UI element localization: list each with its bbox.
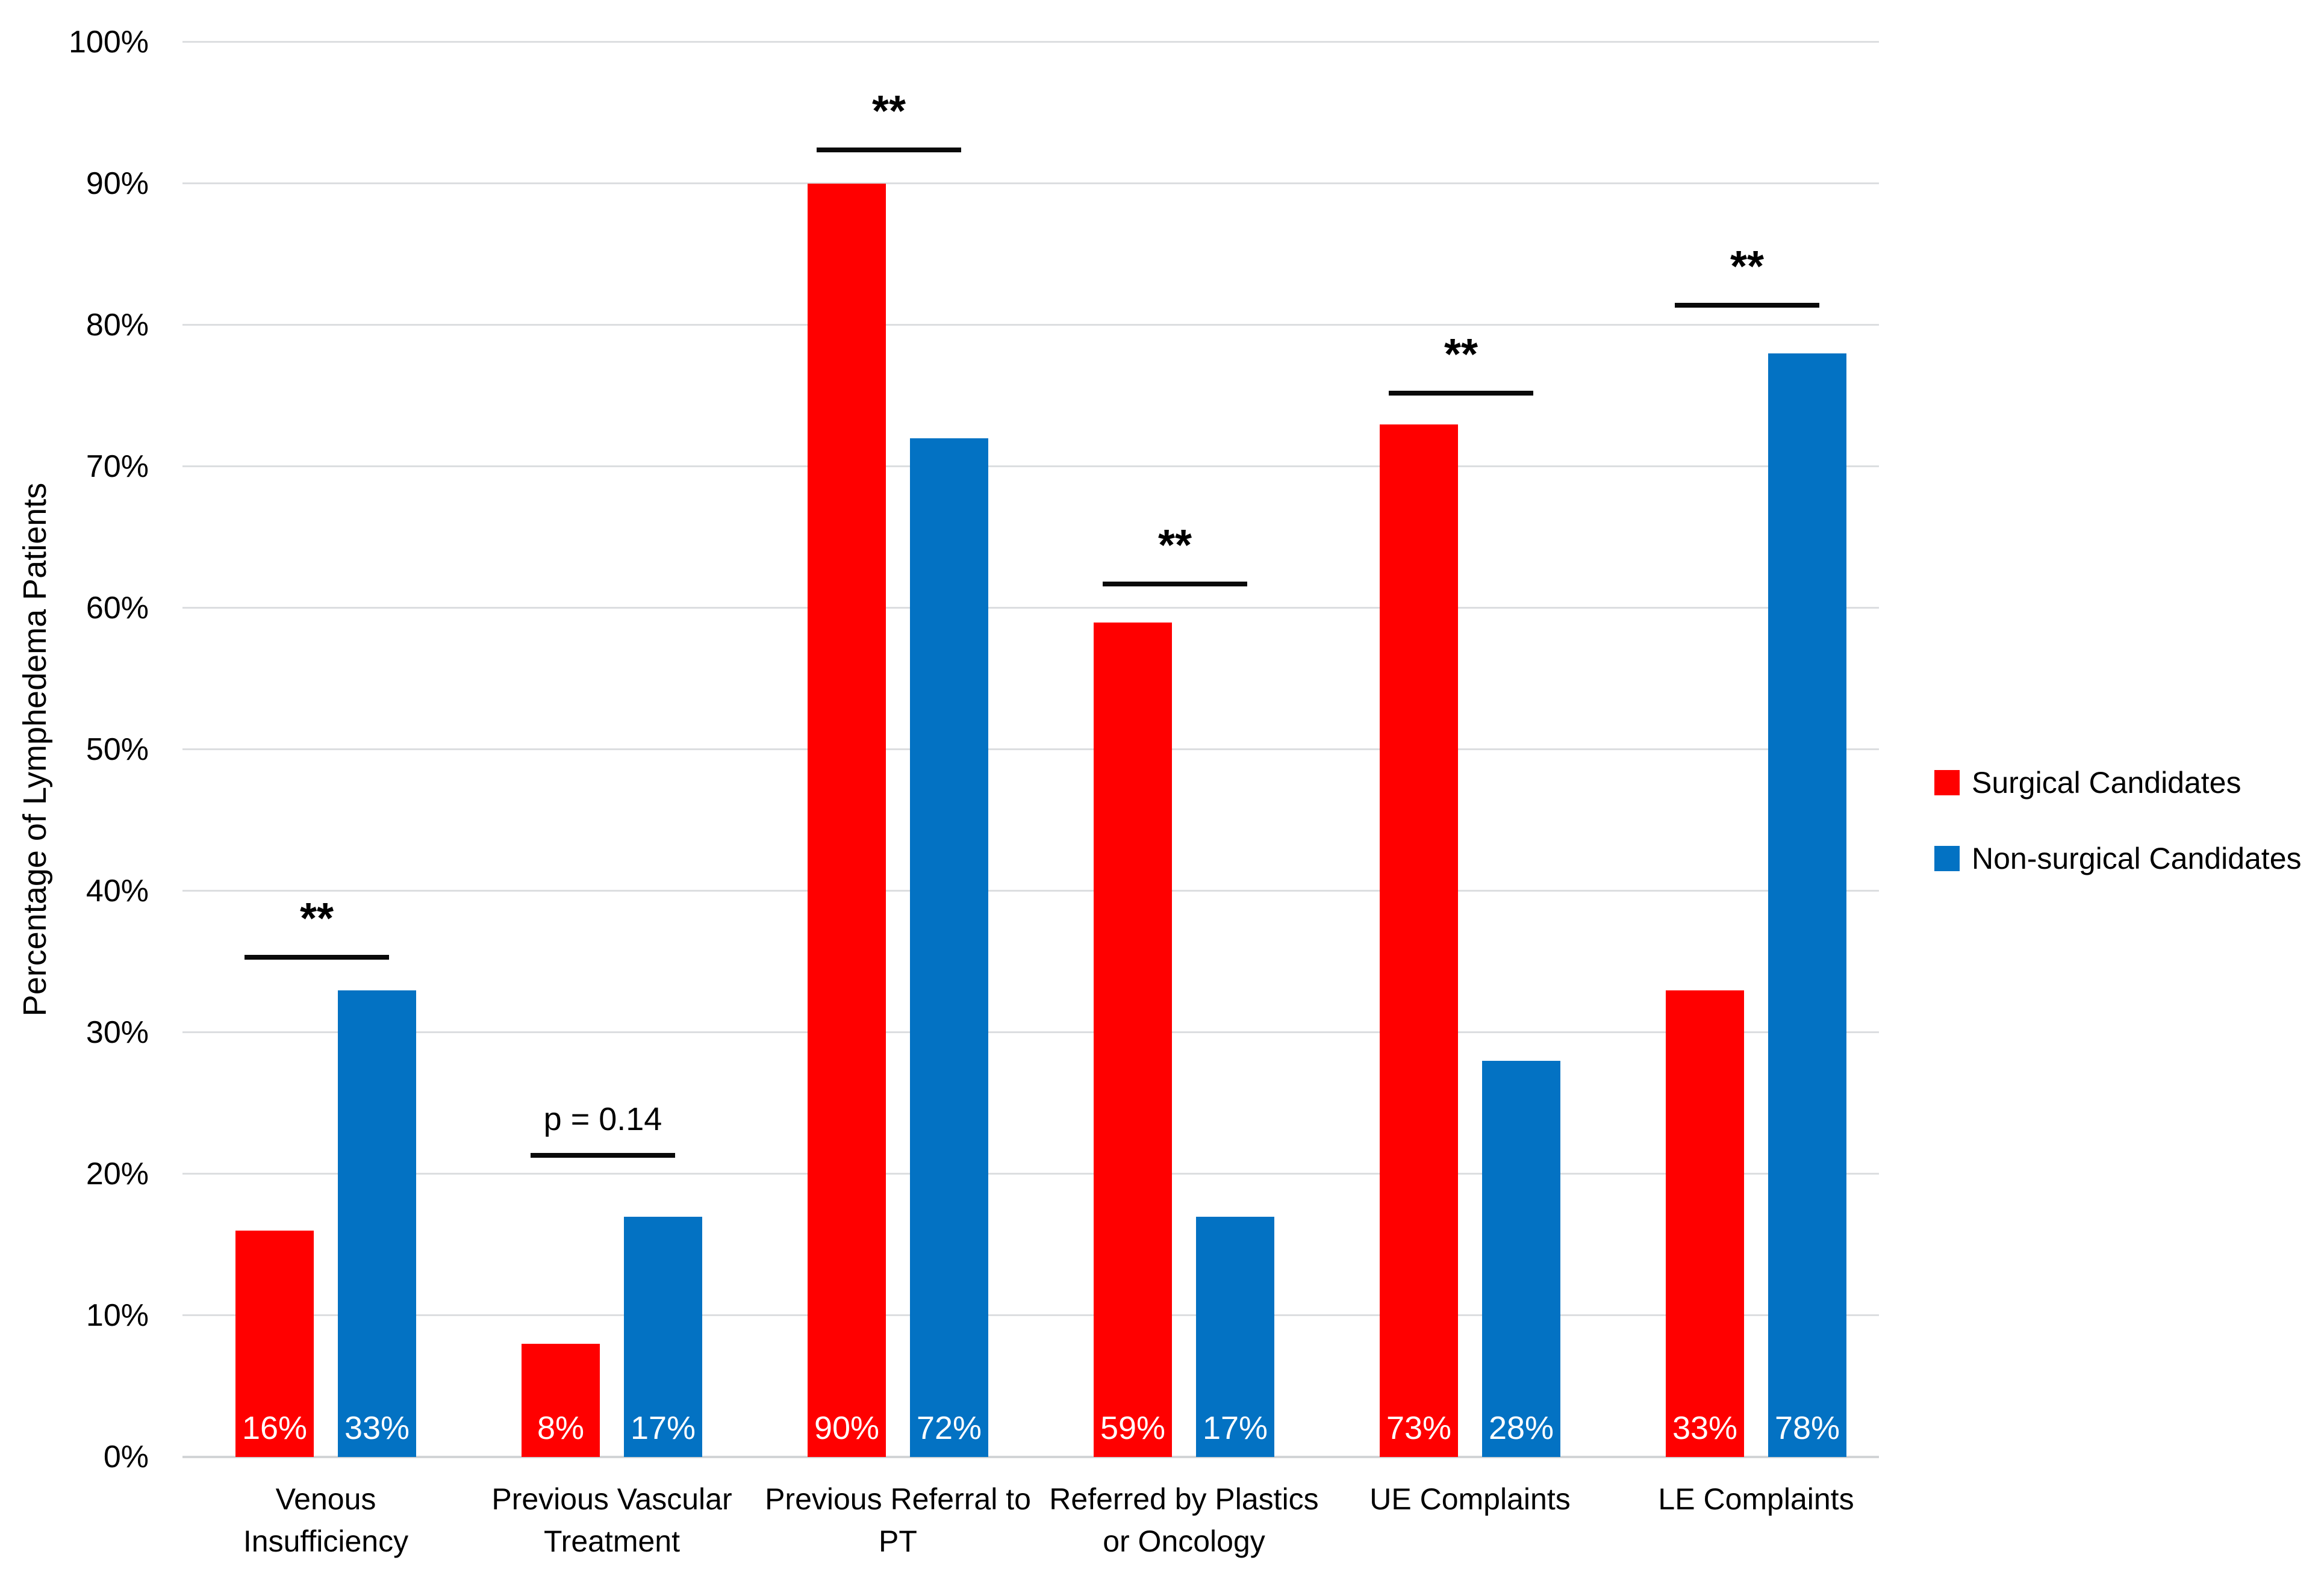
non-surgical-bar: 17% (1196, 1216, 1274, 1457)
bar-data-label: 17% (630, 1410, 696, 1446)
y-tick-label: 40% (86, 874, 149, 909)
gridline (182, 182, 1879, 184)
gridline (182, 1314, 1879, 1316)
category-label-line: or Oncology (1103, 1524, 1265, 1558)
surgical-bar: 73% (1380, 424, 1458, 1457)
category-label: Venous Insufficiency (169, 1478, 482, 1562)
category-label-line: Insufficiency (243, 1524, 409, 1558)
non-surgical-bar: 28% (1482, 1061, 1560, 1457)
y-tick-label: 0% (103, 1440, 149, 1474)
bar-data-label: 28% (1488, 1410, 1554, 1446)
significance-line (1675, 303, 1819, 308)
surgical-bar: 59% (1094, 622, 1172, 1457)
category-label: Referred by Plastics or Oncology (1027, 1478, 1341, 1562)
gridline (182, 1173, 1879, 1175)
category-label-line: Previous Referral to (765, 1482, 1031, 1516)
significance-stars: ** (871, 87, 906, 135)
bar-data-label: 73% (1386, 1410, 1452, 1446)
category-label: Previous Referral to PT (741, 1478, 1055, 1562)
surgical-bar: 90% (808, 184, 886, 1457)
significance-stars: ** (1730, 243, 1765, 291)
non-surgical-bar: 17% (624, 1216, 702, 1457)
non-surgical-bar: 33% (338, 990, 416, 1457)
significance-line (817, 147, 961, 152)
gridline (182, 1031, 1879, 1033)
y-tick-label: 100% (69, 25, 149, 60)
legend-label: Non-surgical Candidates (1972, 842, 2302, 875)
gridline (182, 324, 1879, 326)
category-label-line: Venous (275, 1482, 376, 1516)
non-surgical-bar: 78% (1768, 353, 1846, 1457)
surgical-bar: 16% (235, 1231, 314, 1457)
significance-stars: ** (1444, 330, 1478, 379)
category-label-line: PT (879, 1524, 917, 1558)
significance-stars: ** (299, 895, 334, 943)
significance-line (531, 1153, 675, 1158)
non-surgical-bar: 72% (910, 438, 988, 1457)
y-tick-label: 90% (86, 166, 149, 201)
bar-data-label: 8% (537, 1410, 585, 1446)
y-tick-label: 70% (86, 449, 149, 484)
category-label: Previous Vascular Treatment (455, 1478, 768, 1562)
gridline (182, 607, 1879, 609)
y-tick-label: 20% (86, 1157, 149, 1191)
significance-line (245, 955, 389, 960)
bar-data-label: 16% (241, 1410, 308, 1446)
category-label-line: Treatment (543, 1524, 680, 1558)
surgical-bar: 33% (1666, 990, 1744, 1457)
category-label-line: Previous Vascular (491, 1482, 732, 1516)
y-tick-label: 10% (86, 1298, 149, 1333)
x-axis-line (182, 1456, 1879, 1458)
y-tick-label: 60% (86, 591, 149, 626)
legend-swatch-icon (1934, 846, 1960, 871)
y-tick-label: 30% (86, 1015, 149, 1050)
y-tick-label: 80% (86, 308, 149, 343)
gridline (182, 41, 1879, 43)
gridline (182, 748, 1879, 750)
gridline (182, 465, 1879, 467)
category-label-line: LE Complaints (1658, 1482, 1854, 1516)
category-label-line: UE Complaints (1369, 1482, 1571, 1516)
legend-swatch-icon (1934, 770, 1960, 795)
bar-data-label: 33% (344, 1410, 410, 1446)
category-label: UE Complaints (1313, 1478, 1627, 1520)
significance-stars: ** (1157, 521, 1192, 570)
category-label: LE Complaints (1600, 1478, 1913, 1520)
y-tick-label: 50% (86, 732, 149, 767)
significance-line (1389, 390, 1533, 396)
surgical-bar: 8% (522, 1344, 600, 1457)
category-label-line: Referred by Plastics (1049, 1482, 1319, 1516)
bar-data-label: 33% (1672, 1410, 1738, 1446)
bar-data-label: 72% (916, 1410, 982, 1446)
legend-label: Surgical Candidates (1972, 766, 2241, 800)
bar-data-label: 78% (1774, 1410, 1840, 1446)
p-value-label: p = 0.14 (543, 1101, 662, 1138)
bar-data-label: 90% (814, 1410, 880, 1446)
bar-data-label: 17% (1202, 1410, 1268, 1446)
bar-data-label: 59% (1100, 1410, 1166, 1446)
gridline (182, 890, 1879, 892)
significance-line (1103, 582, 1247, 587)
